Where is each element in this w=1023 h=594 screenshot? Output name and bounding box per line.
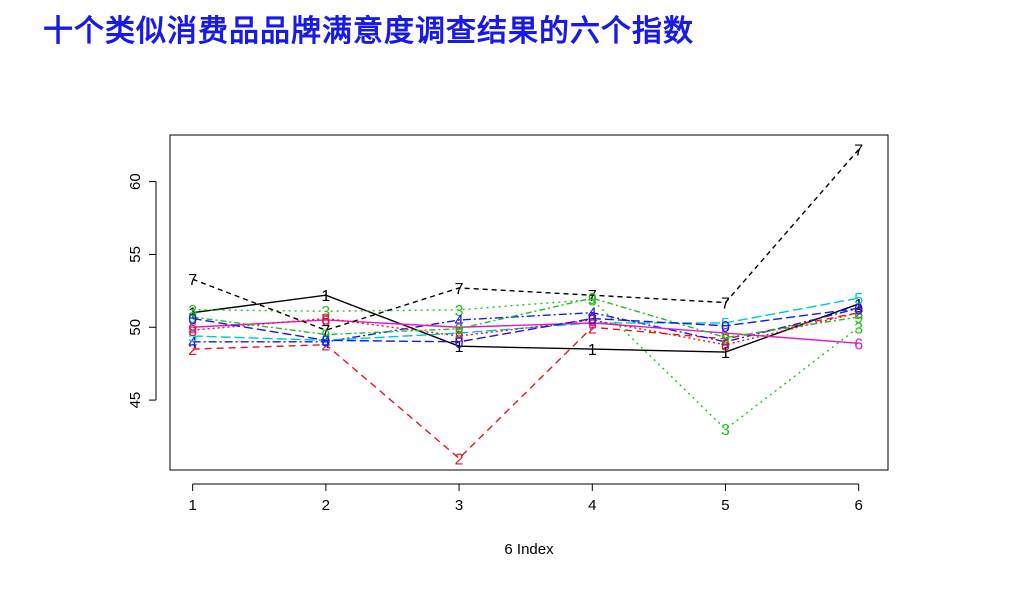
series-line xyxy=(192,298,860,431)
series-5: 5 5 5 5 5 5 xyxy=(188,291,863,350)
data-point-marker: 1 xyxy=(721,345,730,362)
data-point-marker: 9 xyxy=(588,291,597,308)
data-point-marker: 0 xyxy=(588,312,597,329)
data-point-marker: 7 xyxy=(721,296,730,313)
data-point-marker: 5 xyxy=(854,291,863,308)
data-point-marker: 7 xyxy=(321,323,330,340)
data-point-marker: 8 xyxy=(188,323,197,340)
data-point-marker: 7 xyxy=(588,288,597,305)
series-7: 7 7 7 7 7 7 xyxy=(188,143,863,341)
series-line xyxy=(192,294,859,353)
data-point-marker: 5 xyxy=(721,316,730,333)
x-axis-label: 6 Index xyxy=(504,541,554,558)
data-point-marker: 6 xyxy=(854,336,863,353)
x-tick-label: 4 xyxy=(588,497,596,514)
x-tick-label: 6 xyxy=(855,497,863,514)
data-point-marker: 7 xyxy=(854,143,863,160)
data-point-marker: 9 xyxy=(721,330,730,347)
series-2: 2 2 2 2 2 2 xyxy=(188,306,863,469)
data-point-marker: 0 xyxy=(455,335,464,352)
data-point-marker: 9 xyxy=(321,328,330,345)
data-point-marker: 3 xyxy=(588,293,597,310)
data-point-marker: 4 xyxy=(721,335,730,352)
series-line xyxy=(192,312,859,346)
data-point-marker: 2 xyxy=(321,338,330,355)
data-point-marker: 8 xyxy=(721,338,730,355)
data-point-marker: 3 xyxy=(721,422,730,439)
data-point-marker: 3 xyxy=(455,303,464,320)
x-tick-label: 5 xyxy=(721,497,729,514)
data-point-marker: 0 xyxy=(188,312,197,329)
y-tick-label: 60 xyxy=(127,173,144,190)
series-4: 4 4 4 4 4 4 xyxy=(188,301,863,352)
data-point-marker: 0 xyxy=(721,319,730,336)
y-tick-label: 50 xyxy=(127,319,144,336)
data-point-marker: 3 xyxy=(188,303,197,320)
page-title: 十个类似消费品品牌满意度调查结果的六个指数 xyxy=(43,14,694,49)
data-point-marker: 8 xyxy=(321,312,330,329)
y-axis: 45 50 55 60 xyxy=(127,173,157,409)
data-point-marker: 4 xyxy=(455,313,464,330)
data-point-marker: 7 xyxy=(188,272,197,289)
data-point-marker: 7 xyxy=(455,281,464,298)
series-8: 8 8 8 8 8 8 xyxy=(188,306,863,355)
data-point-marker: 1 xyxy=(854,297,863,314)
series-0: 0 0 0 0 0 0 xyxy=(188,301,863,352)
data-point-marker: 6 xyxy=(588,316,597,333)
data-point-marker: 5 xyxy=(588,316,597,333)
data-point-marker: 2 xyxy=(588,320,597,337)
series-line xyxy=(192,297,859,339)
y-tick-label: 45 xyxy=(127,392,144,409)
data-point-marker: 3 xyxy=(321,304,330,321)
data-point-marker: 2 xyxy=(455,451,464,468)
x-tick-label: 2 xyxy=(322,497,330,514)
x-tick-label: 1 xyxy=(188,497,196,514)
plot-frame xyxy=(169,134,889,471)
data-point-marker: 5 xyxy=(188,329,197,346)
data-point-marker: 1 xyxy=(455,339,464,356)
series-line xyxy=(192,312,859,460)
data-point-marker: 2 xyxy=(188,342,197,359)
data-point-marker: 1 xyxy=(188,306,197,323)
data-point-marker: 2 xyxy=(721,332,730,349)
data-point-marker: 0 xyxy=(321,333,330,350)
data-point-marker: 0 xyxy=(854,301,863,318)
series-line xyxy=(192,307,859,343)
data-point-marker: 4 xyxy=(854,301,863,318)
data-point-marker: 4 xyxy=(321,335,330,352)
data-point-marker: 5 xyxy=(455,326,464,343)
data-point-marker: 2 xyxy=(854,306,863,323)
data-point-marker: 6 xyxy=(721,326,730,343)
data-point-marker: 6 xyxy=(321,313,330,330)
data-point-marker: 5 xyxy=(321,333,330,350)
data-point-marker: 9 xyxy=(455,322,464,339)
series-line xyxy=(192,149,860,331)
series-3: 3 3 3 3 3 3 xyxy=(188,293,863,440)
data-point-marker: 1 xyxy=(321,288,330,305)
data-point-marker: 3 xyxy=(854,320,863,337)
x-tick-label: 3 xyxy=(455,497,463,514)
data-point-marker: 4 xyxy=(188,335,197,352)
x-axis: 1 2 3 4 5 6 xyxy=(188,483,863,514)
series-1: 1 1 1 1 1 1 xyxy=(188,288,863,362)
series-line xyxy=(192,307,859,343)
y-tick-label: 55 xyxy=(127,246,144,263)
data-point-marker: 8 xyxy=(854,306,863,323)
data-point-marker: 9 xyxy=(854,310,863,327)
data-point-marker: 4 xyxy=(588,306,597,323)
data-point-marker: 1 xyxy=(588,342,597,359)
data-point-marker: 6 xyxy=(188,320,197,337)
data-point-marker: 8 xyxy=(455,329,464,346)
data-point-marker: 8 xyxy=(588,313,597,330)
